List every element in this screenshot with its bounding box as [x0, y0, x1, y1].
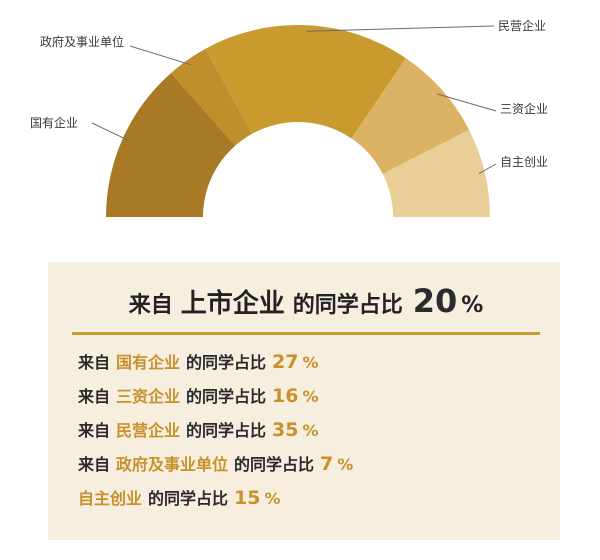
row-key: 民营企业: [116, 421, 181, 440]
row-prefix: 来自: [78, 421, 111, 440]
row-prefix: 来自: [78, 387, 111, 406]
headline: 来自 上市企业 的同学占比 20 %: [78, 282, 534, 326]
headline-prefix: 来自: [128, 293, 173, 318]
row-unit: %: [264, 489, 281, 508]
headline-value: 20: [412, 282, 458, 320]
slice-3: [205, 25, 406, 139]
row-value: 16: [272, 385, 299, 407]
stat-row: 来自 政府及事业单位 的同学占比 7 %: [78, 451, 534, 485]
headline-suffix: 的同学占比: [292, 293, 403, 318]
row-unit: %: [337, 455, 354, 474]
leader-line: [478, 163, 497, 175]
leader-line: [91, 122, 129, 141]
stat-row: 来自 民营企业 的同学占比 35 %: [78, 417, 534, 451]
stat-row: 来自 国有企业 的同学占比 27 %: [78, 349, 534, 383]
slice-label: 三资企业: [500, 101, 548, 116]
slice-5: [382, 129, 490, 217]
slice-label: 民营企业: [498, 18, 546, 33]
row-suffix: 的同学占比: [148, 489, 229, 508]
slice-1: [106, 72, 236, 218]
divider: [72, 332, 540, 335]
row-value: 27: [272, 351, 299, 373]
row-prefix: 来自: [78, 353, 111, 372]
row-value: 15: [234, 487, 261, 509]
headline-unit: %: [461, 293, 484, 318]
stat-row: 来自 三资企业 的同学占比 16 %: [78, 383, 534, 417]
row-key: 国有企业: [116, 353, 181, 372]
leader-line: [129, 45, 192, 66]
row-unit: %: [302, 387, 319, 406]
slice-label: 自主创业: [500, 155, 548, 169]
row-suffix: 的同学占比: [186, 421, 267, 440]
slice-2: [171, 48, 253, 146]
row-prefix: 来自: [78, 455, 111, 474]
leader-line: [306, 25, 495, 32]
row-suffix: 的同学占比: [234, 455, 315, 474]
row-value: 35: [272, 419, 299, 441]
slice-label: 政府及事业单位: [40, 34, 124, 49]
row-key: 自主创业: [78, 489, 143, 508]
leader-line: [437, 93, 497, 112]
row-key: 政府及事业单位: [116, 455, 229, 474]
row-suffix: 的同学占比: [186, 387, 267, 406]
summary-panel: 来自 上市企业 的同学占比 20 % 来自 国有企业 的同学占比 27 % 来自…: [48, 262, 560, 540]
row-unit: %: [302, 353, 319, 372]
row-key: 三资企业: [116, 387, 181, 406]
slice-4: [351, 58, 470, 174]
stat-row: 自主创业 的同学占比 15 %: [78, 485, 534, 519]
row-suffix: 的同学占比: [186, 353, 267, 372]
slice-label: 国有企业: [30, 115, 78, 130]
row-value: 7: [320, 453, 334, 475]
row-unit: %: [302, 421, 319, 440]
headline-key: 上市企业: [180, 289, 285, 319]
